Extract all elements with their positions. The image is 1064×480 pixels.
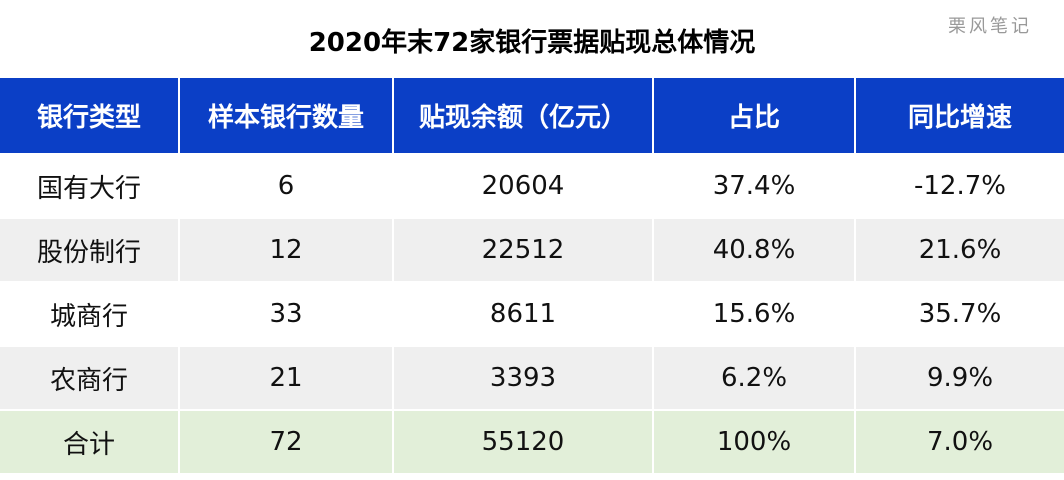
table-cell: 城商行	[0, 283, 178, 345]
watermark: 栗风笔记	[948, 16, 1032, 37]
table-cell: 8611	[394, 283, 652, 345]
table-row: 国有大行 6 20604 37.4% -12.7%	[0, 155, 1064, 217]
column-header: 同比增速	[856, 78, 1064, 153]
table-cell: 20604	[394, 155, 652, 217]
table-cell: 21.6%	[856, 219, 1064, 281]
table-cell: 合计	[0, 411, 178, 473]
table-cell: 21	[180, 347, 392, 409]
table-cell: 72	[180, 411, 392, 473]
column-header: 样本银行数量	[180, 78, 392, 153]
data-table: 银行类型 样本银行数量 贴现余额（亿元） 占比 同比增速 国有大行 6 20604 37.4%…	[0, 76, 1064, 475]
table-cell: 9.9%	[856, 347, 1064, 409]
column-header: 银行类型	[0, 78, 178, 153]
table-cell: 股份制行	[0, 219, 178, 281]
table-cell: 40.8%	[654, 219, 854, 281]
table-row: 农商行 21 3393 6.2% 9.9%	[0, 347, 1064, 409]
table-cell: 33	[180, 283, 392, 345]
table-cell: 15.6%	[654, 283, 854, 345]
table-cell: 7.0%	[856, 411, 1064, 473]
column-header: 占比	[654, 78, 854, 153]
table-cell: 35.7%	[856, 283, 1064, 345]
header-row: 银行类型 样本银行数量 贴现余额（亿元） 占比 同比增速	[0, 78, 1064, 153]
title: 2020年末72家银行票据贴现总体情况	[308, 28, 756, 58]
table-cell: 37.4%	[654, 155, 854, 217]
table-body: 国有大行 6 20604 37.4% -12.7% 股份制行 12 22512 40.8% 21.…	[0, 155, 1064, 473]
table-row: 城商行 33 8611 15.6% 35.7%	[0, 283, 1064, 345]
table-cell: 6	[180, 155, 392, 217]
table-cell: 55120	[394, 411, 652, 473]
table-cell: -12.7%	[856, 155, 1064, 217]
table-cell: 3393	[394, 347, 652, 409]
table-cell: 22512	[394, 219, 652, 281]
table-cell: 农商行	[0, 347, 178, 409]
table-cell: 6.2%	[654, 347, 854, 409]
table-row: 股份制行 12 22512 40.8% 21.6%	[0, 219, 1064, 281]
table-cell: 国有大行	[0, 155, 178, 217]
column-header: 贴现余额（亿元）	[394, 78, 652, 153]
table-row: 合计 72 55120 100% 7.0%	[0, 411, 1064, 473]
table-cell: 12	[180, 219, 392, 281]
table-cell: 100%	[654, 411, 854, 473]
